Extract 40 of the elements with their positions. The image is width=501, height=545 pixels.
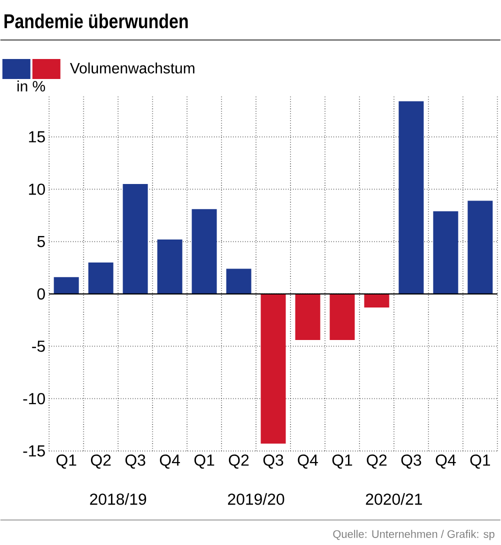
chart-title: Pandemie überwunden — [4, 14, 188, 28]
y-tick-label: 10 — [29, 184, 46, 195]
text: 2018/19 — [90, 493, 146, 505]
x-tick-label: Q2 — [91, 454, 111, 469]
x-tick-label: Q1 — [332, 454, 352, 469]
bar — [433, 211, 458, 294]
source-note: Quelle: Unternehmen / Grafik: sp — [333, 530, 494, 540]
x-tick-label: Q3 — [263, 454, 284, 469]
bar — [364, 294, 390, 308]
y-tick-label: 15 — [29, 131, 45, 142]
text: 2020/21 — [366, 493, 422, 505]
y-tick-label: 5 — [37, 236, 45, 248]
bar — [295, 294, 320, 340]
y-tick-label: -15 — [23, 445, 45, 457]
x-tick-label: Q4 — [160, 454, 180, 469]
y-axis-title: in % — [18, 80, 46, 92]
bar — [260, 294, 286, 444]
bar — [468, 200, 493, 294]
bar — [192, 209, 217, 294]
legend-label: Volumenwachstum — [70, 62, 194, 74]
bar — [330, 294, 355, 340]
x-tick-label: Q3 — [126, 454, 146, 469]
bar — [226, 268, 252, 294]
y-tick-label: -5 — [32, 340, 45, 352]
y-tick-label: 0 — [37, 288, 46, 300]
y-tick-label: -10 — [23, 393, 46, 404]
x-tick-label: Q2 — [228, 454, 249, 469]
bar — [88, 262, 114, 294]
bar — [122, 184, 148, 294]
x-tick-label: Q3 — [401, 454, 422, 469]
x-tick-label: Q4 — [436, 454, 456, 469]
bar — [54, 277, 79, 294]
x-tick-label: Q2 — [366, 454, 387, 469]
x-tick-label: Q4 — [298, 454, 318, 469]
x-tick-label: Q1 — [470, 454, 490, 469]
bar — [398, 101, 424, 294]
x-tick-label: Q1 — [194, 454, 214, 469]
x-tick-label: Q1 — [56, 454, 76, 469]
text: 2019/20 — [228, 493, 284, 505]
bar — [157, 239, 182, 294]
